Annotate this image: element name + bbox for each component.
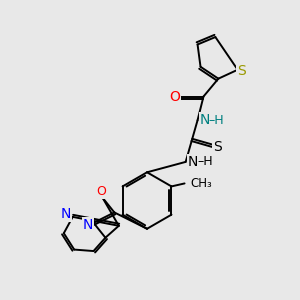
Text: CH₃: CH₃: [190, 177, 212, 190]
Text: N: N: [61, 207, 71, 221]
Text: N: N: [83, 218, 93, 232]
Text: S: S: [213, 140, 222, 154]
Text: N: N: [200, 113, 210, 127]
Text: N: N: [188, 155, 198, 169]
Text: S: S: [237, 64, 246, 78]
Text: O: O: [169, 89, 180, 103]
Text: O: O: [96, 184, 106, 197]
Text: –H: –H: [209, 114, 224, 127]
Text: –H: –H: [197, 155, 213, 168]
